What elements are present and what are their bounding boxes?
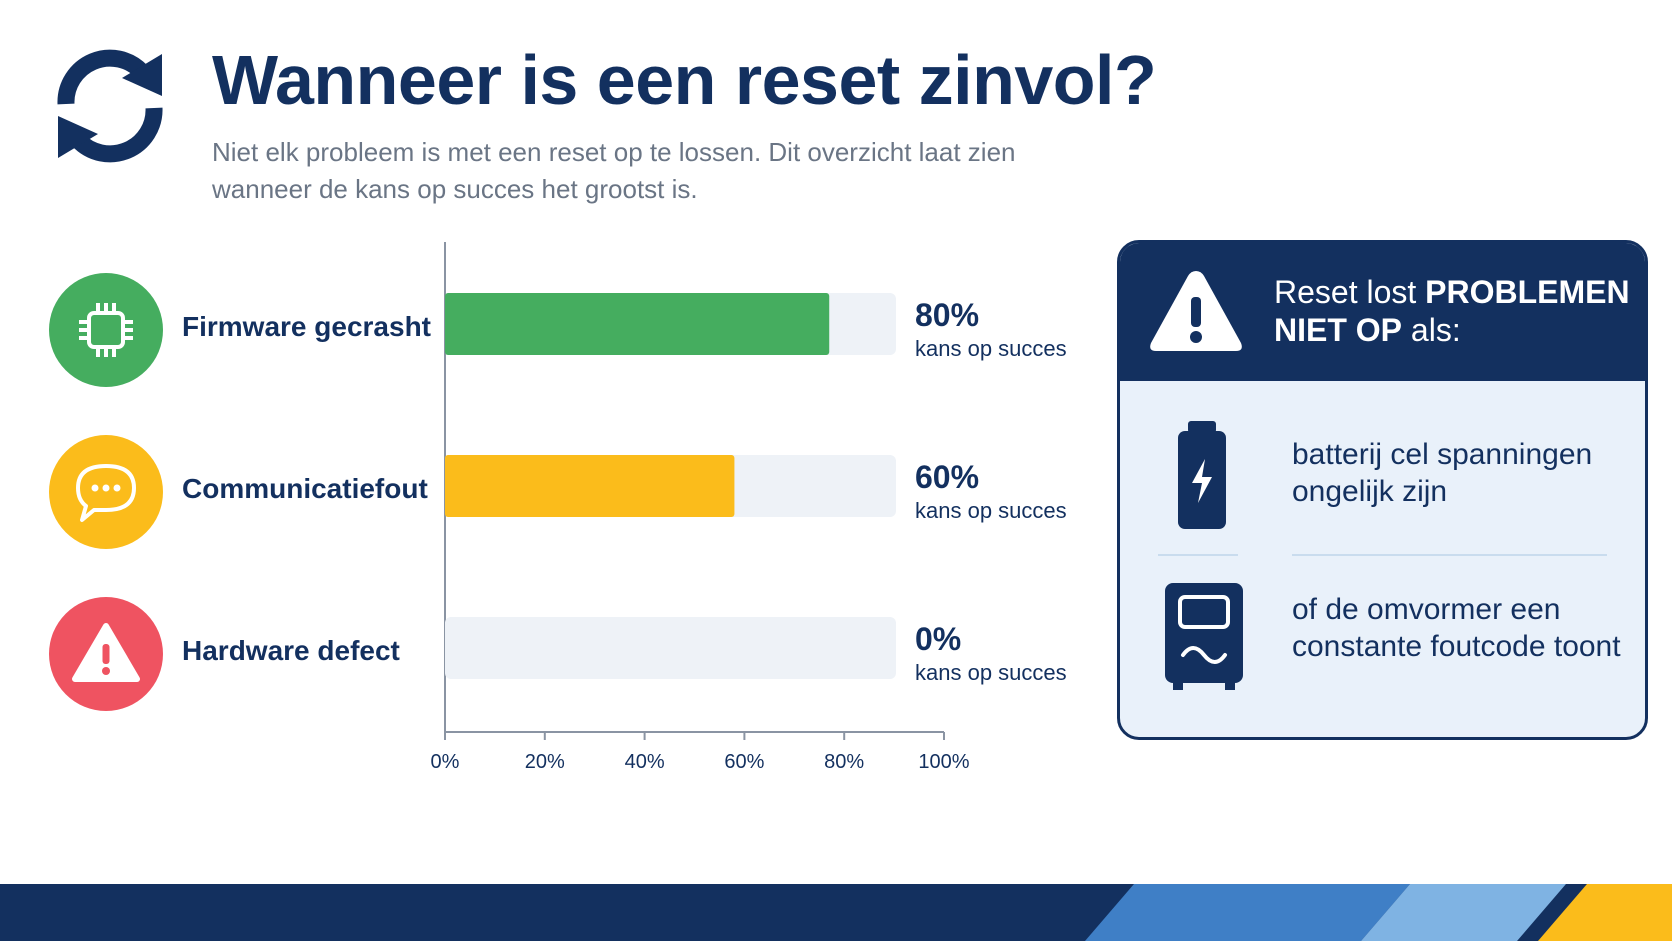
- x-tick-label: 60%: [724, 751, 764, 773]
- value-sublabel: kans op succes: [915, 498, 1067, 523]
- bar-track: [445, 617, 896, 679]
- bar: [445, 455, 735, 517]
- warning-icon-bar: [102, 644, 110, 664]
- warning-icon: [1150, 271, 1242, 351]
- divider: [1158, 554, 1238, 556]
- value-label: 80%: [915, 297, 979, 333]
- footer-band: [0, 884, 1672, 941]
- chat-bubble-icon-dot: [113, 484, 121, 492]
- warning-panel: Reset lost PROBLEMEN NIET OP als: batter…: [1117, 240, 1648, 740]
- success-chart: 0% 20% 40% 60% 80% 100% Firmware gecrasht 80% ka…: [49, 242, 1067, 773]
- x-tick-label: 40%: [625, 751, 665, 773]
- x-tick-label: 20%: [525, 751, 565, 773]
- bar: [445, 293, 830, 355]
- chat-bubble-icon-dot: [102, 484, 110, 492]
- warning-panel-header: Reset lost PROBLEMEN NIET OP als:: [1120, 243, 1645, 381]
- panel-item-battery: batterij cel spanningen ongelijk zijn: [1292, 438, 1593, 508]
- panel-item-inverter: of de omvormer een constante foutcode to…: [1292, 593, 1621, 663]
- title-part-1: Reset lost: [1274, 274, 1426, 310]
- x-tick-label: 100%: [918, 751, 969, 773]
- divider: [1292, 554, 1607, 556]
- chat-bubble-icon-outline: [76, 464, 136, 522]
- x-tick-label: 80%: [824, 751, 864, 773]
- page-title: Wanneer is een reset zinvol?: [212, 41, 1157, 119]
- inverter-icon: [1165, 583, 1243, 690]
- subtitle-line-1: Niet elk probleem is met een reset op te…: [212, 137, 1016, 167]
- x-tick-label: 0%: [431, 751, 460, 773]
- warning-panel-title: Reset lost PROBLEMEN NIET OP als:: [1274, 273, 1634, 349]
- warning-icon-dot: [102, 667, 110, 675]
- category-label: Communicatiefout: [182, 473, 428, 504]
- value-label: 0%: [915, 621, 961, 657]
- category-label: Hardware defect: [182, 635, 400, 666]
- value-sublabel: kans op succes: [915, 336, 1067, 361]
- subtitle-line-2: wanneer de kans op succes het grootst is…: [212, 174, 698, 204]
- title-part-2: PROBLEMEN NIET OP: [1274, 274, 1630, 348]
- battery-icon: [1178, 421, 1226, 529]
- chat-bubble-circle: [49, 435, 163, 549]
- category-label: Firmware gecrasht: [182, 311, 431, 342]
- chip-circle: [49, 273, 163, 387]
- value-sublabel: kans op succes: [915, 660, 1067, 685]
- value-label: 60%: [915, 459, 979, 495]
- title-part-3: als:: [1402, 312, 1461, 348]
- page-subtitle: Niet elk probleem is met een reset op te…: [212, 134, 1112, 208]
- refresh-icon: [57, 49, 163, 163]
- chat-bubble-icon-dot: [91, 484, 99, 492]
